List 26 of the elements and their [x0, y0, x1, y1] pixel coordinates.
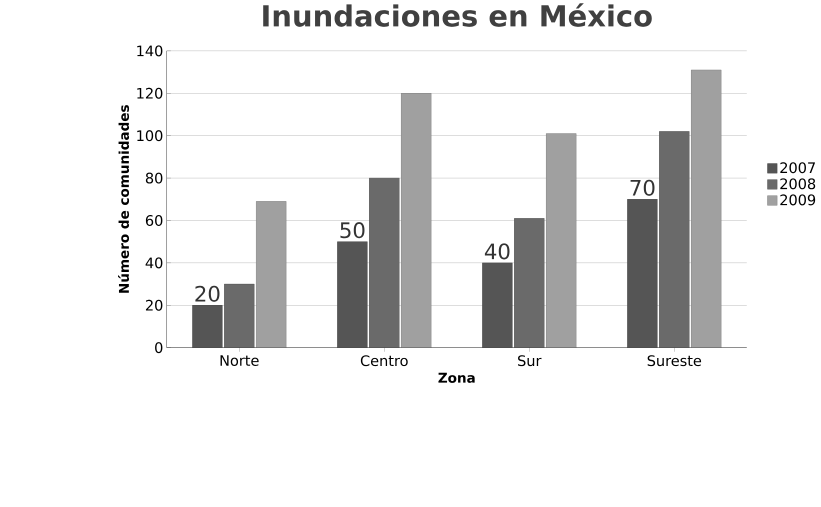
legend-label: 2009: [780, 194, 816, 206]
y-tick-label: 100: [137, 130, 162, 142]
bar: [659, 131, 690, 348]
y-tick-label: 140: [137, 46, 162, 57]
x-axis-title: Zona: [438, 372, 475, 384]
data-label: 70: [630, 180, 654, 196]
bar: [514, 218, 544, 348]
bar: [224, 284, 254, 348]
x-tick-label: Centro: [360, 355, 408, 366]
y-tick-label: 120: [137, 88, 162, 99]
data-label: 50: [340, 222, 364, 238]
y-tick-label: 0: [155, 342, 162, 354]
x-tick-label: Sureste: [648, 355, 702, 366]
y-tick-label: 80: [146, 172, 162, 184]
data-label: 20: [195, 286, 220, 302]
legend-label: 2008: [780, 178, 816, 190]
y-tick-label: 40: [146, 258, 162, 269]
bar: [369, 178, 400, 348]
data-label: 40: [484, 244, 510, 260]
chart-title: Inundaciones en México: [263, 3, 652, 27]
y-tick-label: 60: [146, 215, 162, 226]
legend-label: 2007: [780, 162, 815, 174]
x-tick-label: Norte: [220, 355, 259, 366]
y-axis-title: Número de comunidades: [118, 105, 130, 293]
y-tick-label: 20: [146, 300, 162, 311]
x-tick-label: Sur: [518, 355, 542, 366]
